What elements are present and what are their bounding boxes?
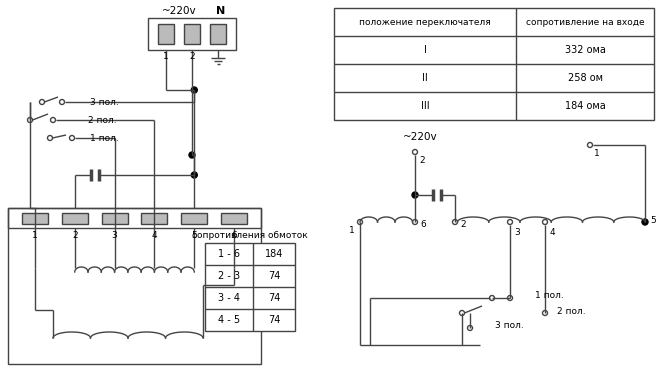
Text: 2 - 3: 2 - 3 (218, 271, 240, 281)
Text: сопротивление на входе: сопротивление на входе (525, 18, 644, 27)
Bar (182, 212, 207, 224)
Text: 3 - 4: 3 - 4 (218, 293, 240, 303)
Text: 258 ом: 258 ом (568, 73, 603, 83)
Bar (205, 243, 295, 331)
Text: 1: 1 (32, 230, 38, 239)
Bar (221, 212, 247, 224)
Text: 2 пол.: 2 пол. (88, 116, 117, 125)
Bar (102, 212, 127, 224)
Text: 2 пол.: 2 пол. (557, 307, 585, 316)
Circle shape (642, 219, 648, 225)
Text: 74: 74 (268, 315, 280, 325)
Text: 2: 2 (460, 220, 466, 229)
Bar (184, 24, 200, 44)
Text: 6: 6 (420, 220, 426, 229)
Text: 3: 3 (112, 230, 117, 239)
Text: I: I (424, 45, 426, 55)
Text: 3 пол.: 3 пол. (495, 322, 524, 331)
Text: 2: 2 (419, 156, 425, 165)
Text: N: N (216, 6, 225, 16)
Circle shape (191, 172, 197, 178)
Circle shape (189, 152, 195, 158)
Text: 74: 74 (268, 271, 280, 281)
Text: 4: 4 (549, 227, 555, 236)
Text: 1 - 6: 1 - 6 (218, 249, 240, 259)
Bar (334, 8, 654, 120)
Text: 74: 74 (268, 293, 280, 303)
Bar (8, 208, 261, 364)
Text: 3 пол.: 3 пол. (90, 98, 119, 107)
Text: 6: 6 (231, 230, 237, 239)
Text: ~220v: ~220v (403, 132, 438, 142)
Text: 3: 3 (514, 227, 520, 236)
Bar (22, 212, 48, 224)
Text: III: III (420, 101, 429, 111)
Text: 5: 5 (650, 215, 656, 224)
Text: 1 пол.: 1 пол. (535, 291, 564, 300)
Text: 4: 4 (152, 230, 157, 239)
Text: 332 ома: 332 ома (564, 45, 605, 55)
Text: 184: 184 (265, 249, 283, 259)
Bar (210, 24, 226, 44)
Text: 1: 1 (349, 226, 355, 234)
Text: II: II (422, 73, 428, 83)
Text: 1: 1 (594, 148, 600, 157)
Bar (158, 24, 174, 44)
Text: 5: 5 (191, 230, 197, 239)
Bar (148, 18, 236, 50)
Text: сопротивления обмоток: сопротивления обмоток (192, 230, 308, 239)
Text: ~220v: ~220v (162, 6, 196, 16)
Text: 2: 2 (189, 52, 195, 61)
Bar (8, 208, 261, 228)
Circle shape (412, 192, 418, 198)
Bar (62, 212, 88, 224)
Text: положение переключателя: положение переключателя (359, 18, 491, 27)
Text: 1 пол.: 1 пол. (90, 134, 119, 142)
Text: 184 ома: 184 ома (564, 101, 605, 111)
Bar (141, 212, 168, 224)
Text: 2: 2 (72, 230, 77, 239)
Text: 4 - 5: 4 - 5 (218, 315, 240, 325)
Circle shape (191, 87, 197, 93)
Text: 1: 1 (163, 52, 169, 61)
